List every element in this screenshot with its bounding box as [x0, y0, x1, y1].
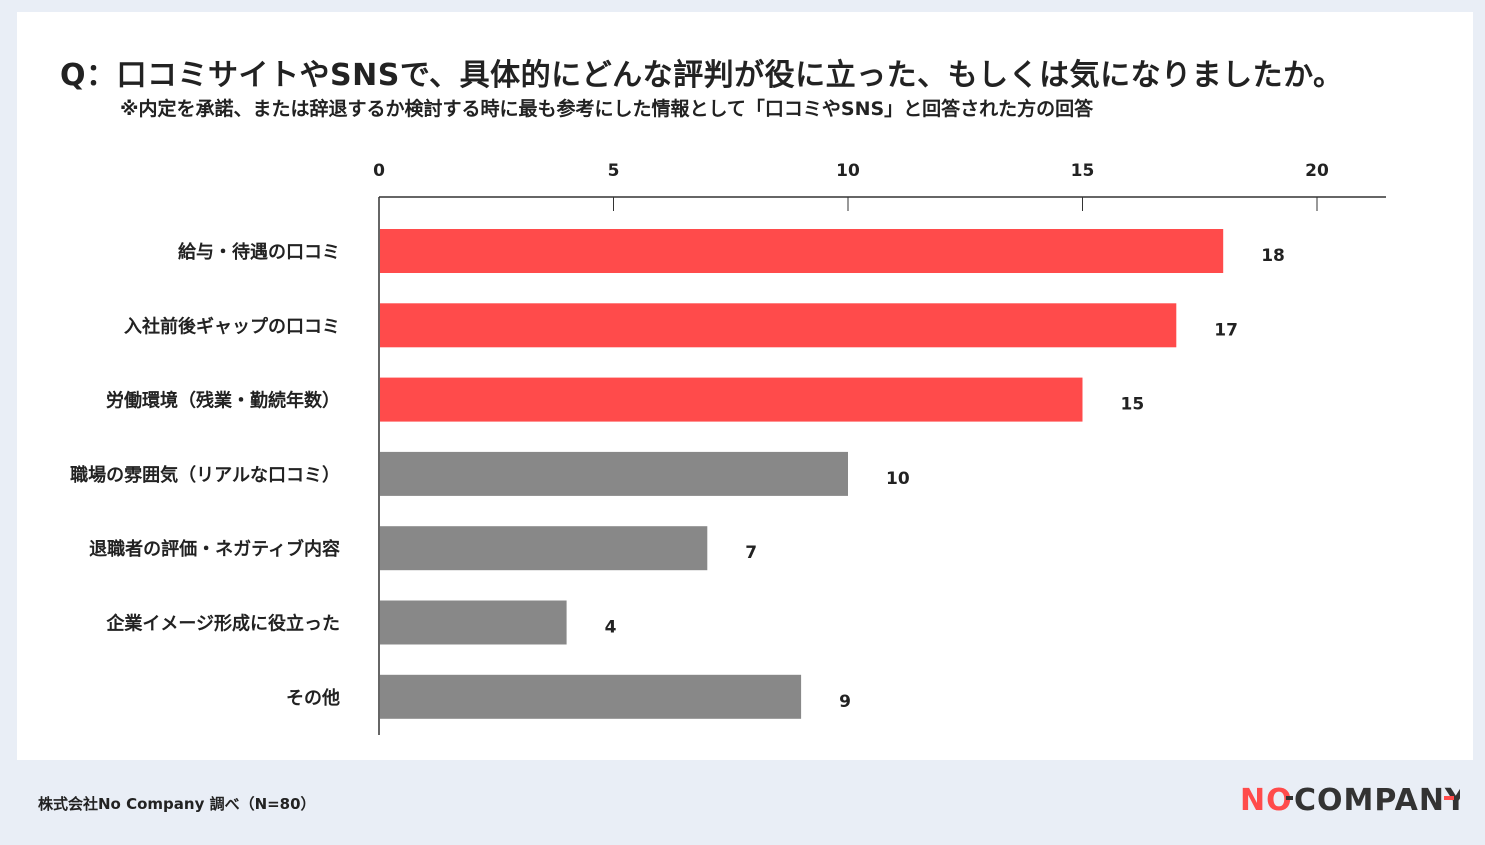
data-label: 17: [1214, 320, 1238, 340]
bar: [380, 377, 1083, 422]
data-label: 9: [839, 692, 851, 712]
bar: [380, 674, 802, 719]
bar-chart: 0 5 10 15 20 給与・待遇の口コミ 18 入社前後ギャップの口コミ 17 労働環境（残業…: [70, 161, 1386, 735]
data-label: 15: [1121, 395, 1145, 415]
category-label: 退職者の評価・ネガティブ内容: [89, 538, 340, 560]
bar: [380, 303, 1177, 348]
x-tick-label: 20: [1305, 161, 1329, 181]
x-tick-label: 5: [608, 161, 620, 181]
chart-title: Q：口コミサイトやSNSで、具体的にどんな評判が役に立った、もしくは気になりまし…: [60, 58, 1344, 93]
data-label: 10: [886, 469, 910, 489]
source-note: 株式会社No Company 調べ（N=80）: [38, 795, 316, 813]
category-label: 企業イメージ形成に役立った: [105, 613, 340, 635]
company-logo: NO COMPANY: [1240, 783, 1460, 816]
svg-text:NO: NO: [1240, 783, 1293, 816]
x-tick-label: 0: [373, 161, 385, 181]
bar: [380, 451, 848, 496]
category-label: 給与・待遇の口コミ: [178, 241, 340, 263]
category-label: 入社前後ギャップの口コミ: [124, 315, 340, 337]
data-label: 18: [1261, 246, 1285, 266]
bar: [380, 526, 708, 571]
data-label: 7: [745, 543, 757, 563]
category-label: その他: [286, 687, 340, 709]
x-tick-label: 15: [1071, 161, 1095, 181]
bar: [380, 600, 567, 645]
x-tick-label: 10: [836, 161, 860, 181]
category-label: 労働環境（残業・勤続年数）: [106, 390, 340, 412]
data-label: 4: [605, 618, 617, 638]
bar: [380, 229, 1224, 273]
chart-subtitle: ※内定を承諾、または辞退するか検討する時に最も参考にした情報として「口コミやSN…: [120, 98, 1094, 120]
category-label: 職場の雰囲気（リアルな口コミ）: [70, 464, 340, 486]
svg-text:COMPANY: COMPANY: [1294, 783, 1460, 816]
